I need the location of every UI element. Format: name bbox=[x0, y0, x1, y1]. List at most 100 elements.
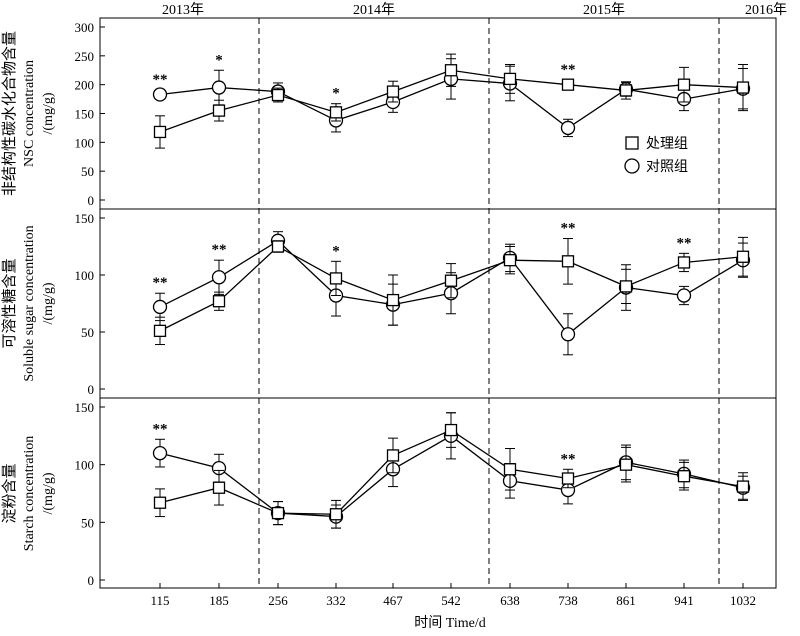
y-axis-label-soluble_sugar-line-1: 可溶性糖含量 bbox=[1, 258, 18, 348]
significance-soluble_sugar-738: ** bbox=[561, 221, 576, 237]
y-tick-label-soluble_sugar-0: 0 bbox=[88, 382, 95, 397]
y-tick-label-nsc-0: 0 bbox=[88, 193, 95, 208]
plot-frame bbox=[99, 17, 777, 589]
point-nsc-control-185 bbox=[211, 80, 227, 95]
year-label-1: 2013年 bbox=[162, 2, 204, 18]
y-tick-label-soluble_sugar-50: 50 bbox=[81, 325, 94, 340]
year-label-2: 2014年 bbox=[353, 2, 395, 18]
point-nsc-treatment-861 bbox=[619, 84, 633, 97]
point-soluble_sugar-control-115 bbox=[152, 299, 168, 315]
x-tick-label-542: 542 bbox=[441, 593, 461, 608]
y-axis-label-soluble_sugar-line-2: Soluble sugar concentration bbox=[22, 225, 37, 381]
series-layer bbox=[152, 53, 751, 529]
point-soluble_sugar-treatment-256 bbox=[271, 240, 285, 253]
y-tick-label-nsc-250: 250 bbox=[75, 49, 95, 64]
significance-soluble_sugar-115: ** bbox=[153, 275, 168, 291]
legend-marker-treatment bbox=[625, 136, 639, 150]
point-nsc-control-115 bbox=[152, 87, 168, 102]
point-starch-treatment-332 bbox=[329, 508, 343, 521]
y-axis-label-nsc-line-1: 非结构性碳水化合物含量 bbox=[1, 31, 18, 196]
point-starch-treatment-185 bbox=[212, 481, 226, 494]
point-nsc-treatment-941 bbox=[677, 78, 691, 91]
y-tick-label-soluble_sugar-100: 100 bbox=[75, 268, 95, 283]
y-axis-label-starch-line-3: /(mg/g) bbox=[41, 472, 56, 514]
legend-label-control: 对照组 bbox=[646, 159, 688, 175]
point-nsc-treatment-332 bbox=[329, 106, 343, 119]
point-starch-treatment-1032 bbox=[736, 480, 750, 493]
x-tick-label-185: 185 bbox=[209, 593, 229, 608]
y-tick-label-nsc-100: 100 bbox=[75, 135, 95, 150]
y-tick-label-nsc-150: 150 bbox=[75, 107, 95, 122]
point-nsc-treatment-185 bbox=[212, 104, 226, 117]
x-tick-label-638: 638 bbox=[500, 593, 520, 608]
y-tick-label-starch-0: 0 bbox=[88, 573, 95, 588]
point-soluble_sugar-treatment-542 bbox=[444, 274, 458, 287]
point-nsc-treatment-115 bbox=[153, 125, 167, 139]
y-tick-label-starch-100: 100 bbox=[75, 458, 95, 473]
point-soluble_sugar-treatment-115 bbox=[153, 324, 167, 338]
y-tick-label-nsc-50: 50 bbox=[81, 164, 94, 179]
point-soluble_sugar-treatment-738 bbox=[561, 255, 575, 268]
significance-starch-738: ** bbox=[561, 451, 576, 467]
x-tick-label-332: 332 bbox=[326, 593, 346, 608]
point-nsc-treatment-1032 bbox=[736, 81, 750, 94]
x-tick-label-467: 467 bbox=[383, 593, 403, 608]
x-axis-label: 时间 Time/d bbox=[414, 615, 485, 631]
year-label-4: 2016年 bbox=[745, 2, 787, 18]
y-tick-label-nsc-200: 200 bbox=[75, 78, 95, 93]
significance-nsc-185: * bbox=[215, 52, 223, 68]
y-tick-label-soluble_sugar-150: 150 bbox=[75, 211, 95, 226]
significance-nsc-738: ** bbox=[561, 62, 576, 78]
y-axis-label-nsc-line-2: NSC concentration bbox=[22, 60, 37, 167]
x-tick-label-941: 941 bbox=[674, 593, 694, 608]
y-tick-label-starch-50: 50 bbox=[81, 515, 94, 530]
x-tick-label-1032: 1032 bbox=[730, 593, 756, 608]
point-nsc-treatment-638 bbox=[503, 72, 517, 86]
significance-nsc-332: * bbox=[332, 86, 340, 102]
legend-marker-control bbox=[624, 158, 640, 174]
point-starch-treatment-467 bbox=[386, 449, 400, 462]
axes-layer bbox=[99, 17, 777, 589]
significance-soluble_sugar-332: * bbox=[332, 243, 340, 259]
y-axis-label-starch-line-2: Starch concentration bbox=[22, 436, 37, 551]
point-nsc-treatment-738 bbox=[561, 78, 575, 91]
y-axis-label-starch-line-1: 淀粉含量 bbox=[1, 463, 18, 523]
point-starch-treatment-738 bbox=[561, 472, 575, 485]
point-starch-treatment-115 bbox=[153, 496, 167, 509]
point-starch-treatment-256 bbox=[271, 506, 285, 520]
y-axis-label-nsc-line-3: /(mg/g) bbox=[41, 92, 56, 134]
year-label-3: 2015年 bbox=[583, 2, 625, 18]
x-tick-label-738: 738 bbox=[558, 593, 578, 608]
point-soluble_sugar-control-941 bbox=[676, 288, 692, 303]
x-tick-label-861: 861 bbox=[616, 593, 636, 608]
y-axis-label-soluble_sugar-line-3: /(mg/g) bbox=[41, 282, 56, 324]
significance-soluble_sugar-941: ** bbox=[677, 235, 692, 251]
point-nsc-control-738 bbox=[560, 120, 576, 136]
point-starch-treatment-542 bbox=[444, 423, 458, 437]
point-soluble_sugar-control-185 bbox=[211, 270, 227, 285]
point-soluble_sugar-treatment-467 bbox=[386, 293, 400, 307]
point-soluble_sugar-control-738 bbox=[560, 327, 576, 342]
significance-starch-115: ** bbox=[153, 421, 168, 437]
point-starch-control-115 bbox=[152, 445, 168, 461]
point-nsc-treatment-256 bbox=[271, 88, 285, 102]
point-soluble_sugar-treatment-1032 bbox=[736, 250, 750, 263]
x-tick-label-256: 256 bbox=[268, 593, 288, 608]
point-soluble_sugar-treatment-941 bbox=[677, 256, 691, 269]
point-soluble_sugar-treatment-185 bbox=[212, 295, 226, 308]
point-starch-treatment-941 bbox=[677, 470, 691, 483]
legend-label-treatment: 处理组 bbox=[646, 136, 688, 152]
divider-layer bbox=[258, 18, 720, 588]
x-tick-label-115: 115 bbox=[150, 593, 169, 608]
text-layer: 2013年 2014年 2015年 2016年 115 185 256 332 467 542 63… bbox=[1, 2, 787, 631]
point-soluble_sugar-treatment-332 bbox=[329, 272, 343, 285]
y-tick-label-nsc-300: 300 bbox=[75, 20, 95, 35]
point-starch-treatment-638 bbox=[503, 463, 517, 476]
point-nsc-treatment-467 bbox=[386, 85, 400, 98]
point-soluble_sugar-treatment-638 bbox=[503, 254, 517, 267]
point-nsc-treatment-542 bbox=[444, 64, 458, 77]
point-soluble_sugar-treatment-861 bbox=[619, 280, 633, 293]
